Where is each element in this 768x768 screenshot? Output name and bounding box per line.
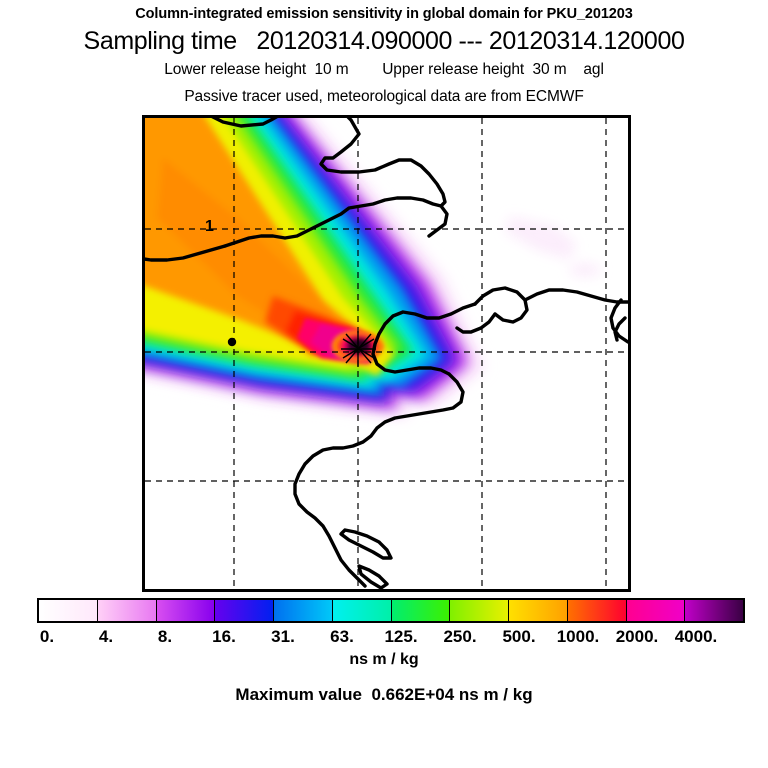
- colorbar-segment-3: [215, 600, 274, 621]
- asterisk-marker: [341, 331, 376, 367]
- colorbar-tick-0: 0.: [39, 627, 55, 646]
- colorbar-gradient: [37, 598, 745, 623]
- site-markers: [145, 118, 628, 589]
- colorbar: [37, 598, 745, 623]
- colorbar-segment-6: [391, 600, 451, 621]
- colorbar-tick-labels: 0. 4. 8. 16. 31. 63. 125. 250. 500. 1000. 2000. 400…: [0, 627, 768, 649]
- lat-lon-gridlines: [145, 118, 628, 589]
- emission-sensitivity-field: [145, 118, 628, 589]
- colorbar-tick-6: 125.: [384, 627, 418, 646]
- colorbar-segment-9: [567, 600, 627, 621]
- colorbar-tick-7: 250.: [443, 627, 477, 646]
- colorbar-segment-7: [450, 600, 509, 621]
- dot-marker: [227, 337, 237, 347]
- page-title: Column-integrated emission sensitivity i…: [135, 6, 633, 22]
- release-height-label: Lower release height 10 m Upper release …: [164, 61, 604, 78]
- map-plot-area: 1: [142, 115, 631, 592]
- colorbar-tick-10: 2000.: [615, 627, 659, 646]
- colorbar-tick-9: 1000.: [556, 627, 600, 646]
- colorbar-segment-1: [97, 600, 157, 621]
- colorbar-segment-0: [39, 600, 98, 621]
- colorbar-tick-11: 4000.: [674, 627, 718, 646]
- colorbar-tick-2: 8.: [157, 627, 173, 646]
- colorbar-segment-11: [685, 600, 743, 621]
- colorbar-tick-1: 4.: [98, 627, 114, 646]
- colorbar-segment-2: [156, 600, 216, 621]
- colorbar-tick-5: 63.: [330, 627, 354, 646]
- colorbar-tick-3: 16.: [212, 627, 236, 646]
- coastline-overlay: [145, 118, 628, 589]
- colorbar-tick-4: 31.: [271, 627, 295, 646]
- colorbar-segment-5: [332, 600, 392, 621]
- colorbar-segment-10: [626, 600, 686, 621]
- gridline-label-1: 1: [205, 218, 214, 235]
- colorbar-segment-8: [509, 600, 568, 621]
- colorbar-segment-4: [274, 600, 333, 621]
- colorbar-units-label: ns m / kg: [349, 651, 419, 668]
- maximum-value-label: Maximum value 0.662E+04 ns m / kg: [235, 685, 533, 704]
- colorbar-tick-8: 500.: [502, 627, 536, 646]
- sampling-time-label: Sampling time 20120314.090000 --- 201203…: [83, 27, 685, 55]
- tracer-info-label: Passive tracer used, meteorological data…: [184, 88, 584, 105]
